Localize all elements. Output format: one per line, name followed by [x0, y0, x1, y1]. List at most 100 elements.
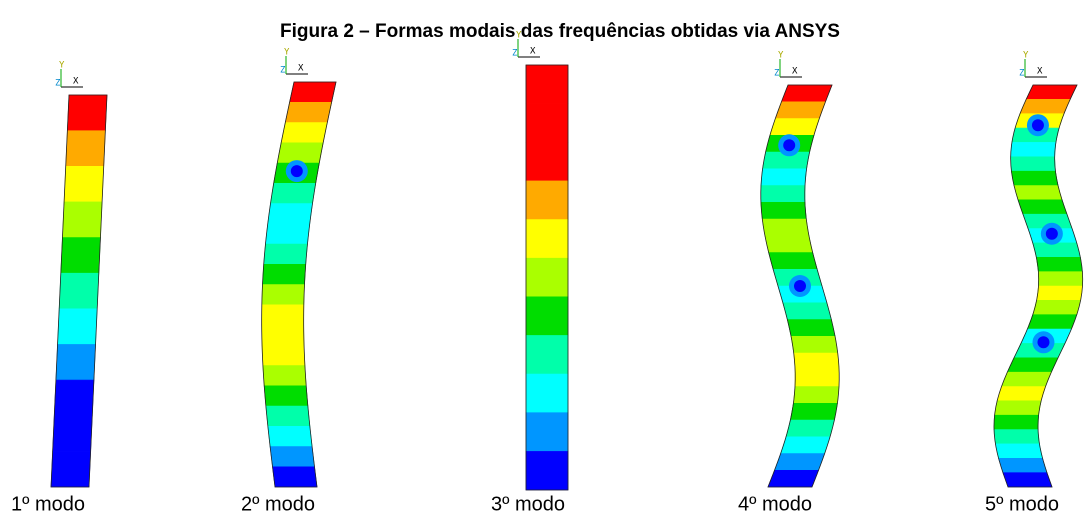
beam-segment [54, 380, 94, 416]
beam-segment [1036, 257, 1082, 271]
panel-label: 2º modo [241, 493, 315, 515]
beam-segment [775, 454, 825, 471]
beam-segment [273, 467, 317, 487]
beam-segment [769, 253, 817, 270]
beam-segment [1037, 286, 1083, 300]
beam-segment [281, 123, 327, 143]
beam-segment [1033, 300, 1081, 314]
beam-segment [263, 264, 306, 284]
axis-label-z: Z [280, 66, 286, 76]
beam-segment [526, 413, 568, 452]
beam-segment [262, 345, 305, 365]
axis-label-x: X [73, 77, 79, 87]
beam-segment [770, 119, 819, 136]
node-spot [1032, 119, 1044, 131]
axis-label-x: X [792, 67, 798, 77]
beam-segment [1014, 186, 1062, 200]
axis-label-y: Y [1023, 51, 1029, 61]
beam-segment [775, 102, 825, 119]
beam-segment [1011, 171, 1058, 185]
figure: Figura 2 – Formas modais das frequências… [0, 0, 1091, 521]
beam-segment [51, 451, 91, 487]
beam-segment [271, 183, 316, 203]
beam-segment [1011, 142, 1056, 156]
beam-segment [786, 420, 834, 437]
panel-label: 1º modo [11, 493, 85, 515]
axis-label-y: Y [284, 48, 290, 58]
node-spot [783, 139, 795, 151]
beam-segment [795, 370, 839, 387]
beam-segment [994, 430, 1039, 444]
axis-label-z: Z [512, 49, 518, 59]
beam-segment [526, 297, 568, 336]
beam-segment [61, 238, 101, 274]
beam-segment [526, 258, 568, 297]
beam-segment [1002, 372, 1052, 386]
beam-segment [263, 366, 306, 386]
beam-segment [1027, 315, 1076, 329]
beam-segment [761, 202, 806, 219]
beam-segment [526, 374, 568, 413]
beam-segment [1038, 272, 1082, 286]
beam-segment [270, 447, 314, 467]
beam-segment [53, 416, 93, 452]
figure-title: Figura 2 – Formas modais das frequências… [280, 21, 840, 42]
beam-segment [791, 336, 838, 353]
beam-segment [526, 65, 568, 104]
axis-label-y: Y [778, 51, 784, 61]
beam-segment [999, 458, 1047, 472]
axis-label-z: Z [55, 79, 61, 89]
beam-segment [781, 437, 830, 454]
beam-segment [526, 451, 568, 490]
beam-segment [1026, 85, 1077, 99]
axis-label-z: Z [774, 69, 780, 79]
beam-segment [268, 204, 313, 224]
page: Figura 2 – Formas modais das frequências… [0, 0, 1091, 521]
beam-segment [994, 415, 1039, 429]
beam-segment [290, 82, 336, 102]
beam-segment [264, 386, 308, 406]
beam-segment [526, 181, 568, 220]
beam-segment [277, 143, 323, 163]
beam-segment [787, 320, 835, 337]
axis-label-x: X [530, 47, 536, 57]
beam-segment [1033, 243, 1081, 257]
axis-label-z: Z [1019, 69, 1025, 79]
beam-segment [1020, 99, 1070, 113]
beam-segment [56, 344, 96, 380]
beam-segment [526, 220, 568, 259]
node-spot [291, 165, 303, 177]
beam-segment [285, 102, 331, 122]
beam-segment [1003, 473, 1052, 487]
beam-segment [781, 85, 832, 102]
beam-segment [268, 426, 312, 446]
beam-segment [794, 353, 839, 370]
beam-segment [62, 202, 102, 238]
beam-segment [793, 387, 839, 404]
node-spot [1037, 336, 1049, 348]
beam-segment [64, 166, 104, 202]
beam-segment [262, 285, 305, 305]
beam-segment [264, 244, 308, 264]
beam-segment [790, 403, 837, 420]
axis-label-x: X [298, 64, 304, 74]
panel-label: 5º modo [985, 493, 1059, 515]
beam-segment [262, 325, 304, 345]
beam-segment [526, 335, 568, 374]
beam-segment [262, 305, 304, 325]
beam-segment [265, 224, 309, 244]
panel-label: 4º modo [738, 493, 812, 515]
node-spot [794, 280, 806, 292]
beam-segment [67, 95, 107, 131]
beam-segment [59, 273, 99, 309]
beam-segment [761, 186, 805, 203]
beam-segment [783, 303, 831, 320]
beam-segment [1011, 157, 1056, 171]
beam-segment [526, 142, 568, 181]
axis-label-x: X [1037, 67, 1043, 77]
beam-segment [765, 236, 813, 253]
beam-segment [1018, 200, 1067, 214]
beam-segment [58, 309, 98, 345]
axis-label-y: Y [516, 31, 522, 41]
beam-segment [1007, 358, 1058, 372]
